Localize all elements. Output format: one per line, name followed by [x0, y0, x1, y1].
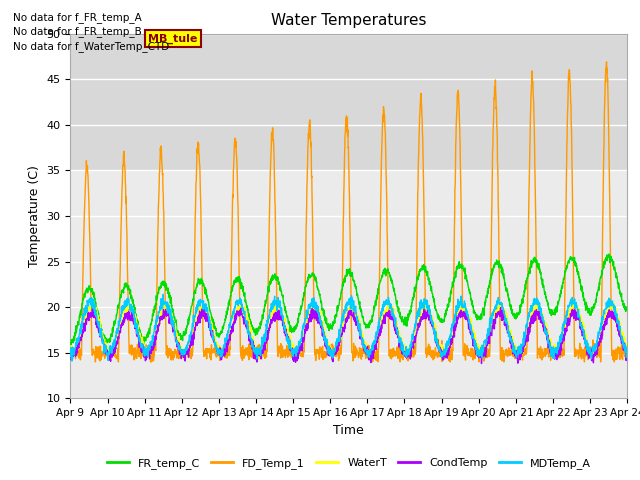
Text: No data for f_FR_temp_B: No data for f_FR_temp_B — [13, 26, 141, 37]
Title: Water Temperatures: Water Temperatures — [271, 13, 426, 28]
Text: MB_tule: MB_tule — [148, 34, 198, 44]
Y-axis label: Temperature (C): Temperature (C) — [28, 165, 41, 267]
Text: No data for f_WaterTemp_CTD: No data for f_WaterTemp_CTD — [13, 41, 169, 52]
Text: No data for f_FR_temp_A: No data for f_FR_temp_A — [13, 12, 141, 23]
X-axis label: Time: Time — [333, 424, 364, 437]
Legend: FR_temp_C, FD_Temp_1, WaterT, CondTemp, MDTemp_A: FR_temp_C, FD_Temp_1, WaterT, CondTemp, … — [102, 453, 595, 473]
Bar — [70, 34, 627, 170]
